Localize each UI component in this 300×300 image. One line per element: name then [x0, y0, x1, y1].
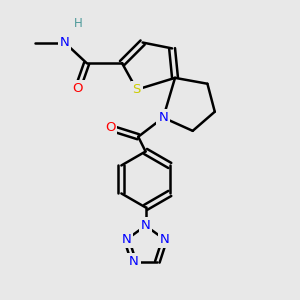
Text: N: N: [129, 255, 139, 268]
Text: O: O: [73, 82, 83, 95]
Text: N: N: [141, 219, 151, 232]
Text: N: N: [60, 36, 70, 49]
Text: N: N: [158, 111, 168, 124]
Text: O: O: [105, 122, 116, 134]
Text: N: N: [160, 233, 169, 246]
Text: N: N: [122, 233, 131, 246]
Text: S: S: [133, 83, 141, 96]
Text: H: H: [74, 17, 82, 30]
